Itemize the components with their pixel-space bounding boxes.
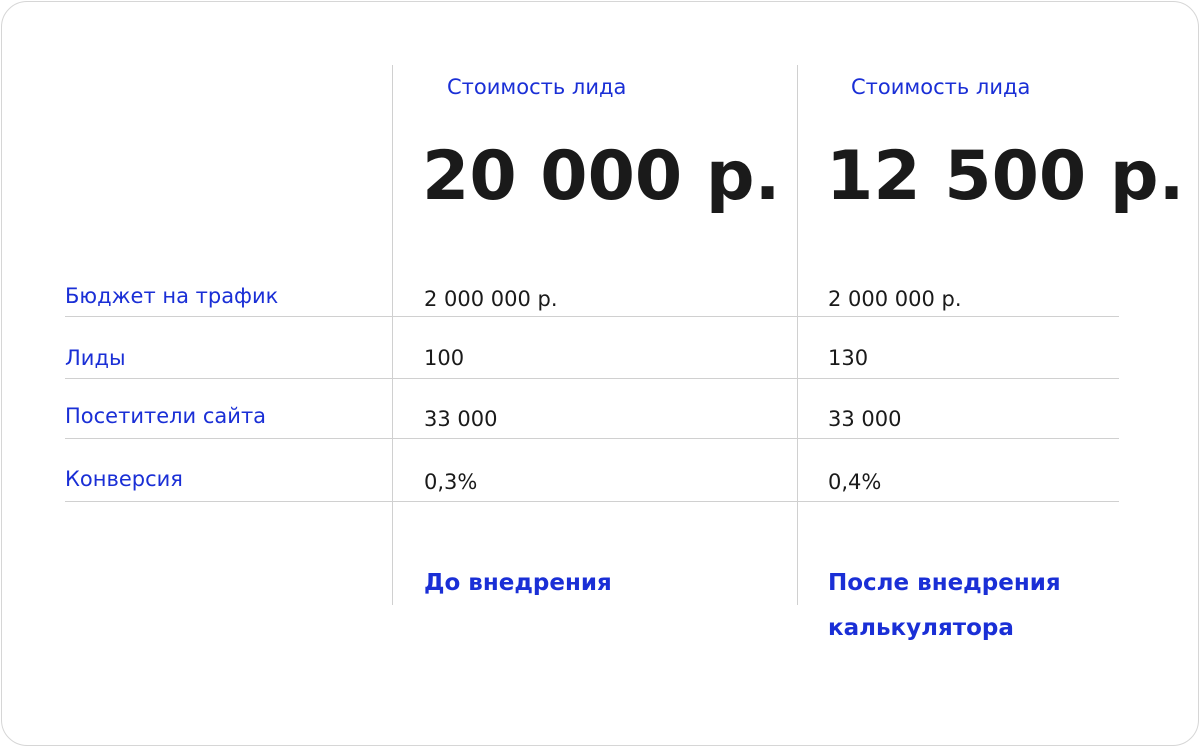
- row-after-leads: 130: [828, 346, 869, 370]
- row-before-leads: 100: [424, 346, 465, 370]
- row-divider: [65, 438, 1119, 439]
- before-header: Стоимость лида: [447, 75, 627, 99]
- before-price: 20 000 р.: [422, 137, 781, 216]
- after-header: Стоимость лида: [851, 75, 1031, 99]
- before-footer: До внедрения: [424, 570, 612, 596]
- column-divider: [392, 65, 393, 605]
- row-divider: [65, 501, 1119, 502]
- row-after-budget: 2 000 000 р.: [828, 287, 962, 311]
- row-before-budget: 2 000 000 р.: [424, 287, 558, 311]
- row-before-visitors: 33 000: [424, 407, 498, 431]
- row-label-leads: Лиды: [65, 346, 126, 370]
- row-label-conversion: Конверсия: [65, 467, 183, 491]
- after-price: 12 500 р.: [826, 137, 1185, 216]
- column-divider: [797, 65, 798, 605]
- after-footer-line2: калькулятора: [828, 615, 1014, 641]
- row-divider: [65, 316, 1119, 317]
- row-after-conversion: 0,4%: [828, 470, 882, 494]
- row-divider: [65, 378, 1119, 379]
- after-footer-line1: После внедрения: [828, 570, 1061, 596]
- row-label-budget: Бюджет на трафик: [65, 284, 279, 308]
- row-after-visitors: 33 000: [828, 407, 902, 431]
- row-before-conversion: 0,3%: [424, 470, 478, 494]
- row-label-visitors: Посетители сайта: [65, 404, 267, 428]
